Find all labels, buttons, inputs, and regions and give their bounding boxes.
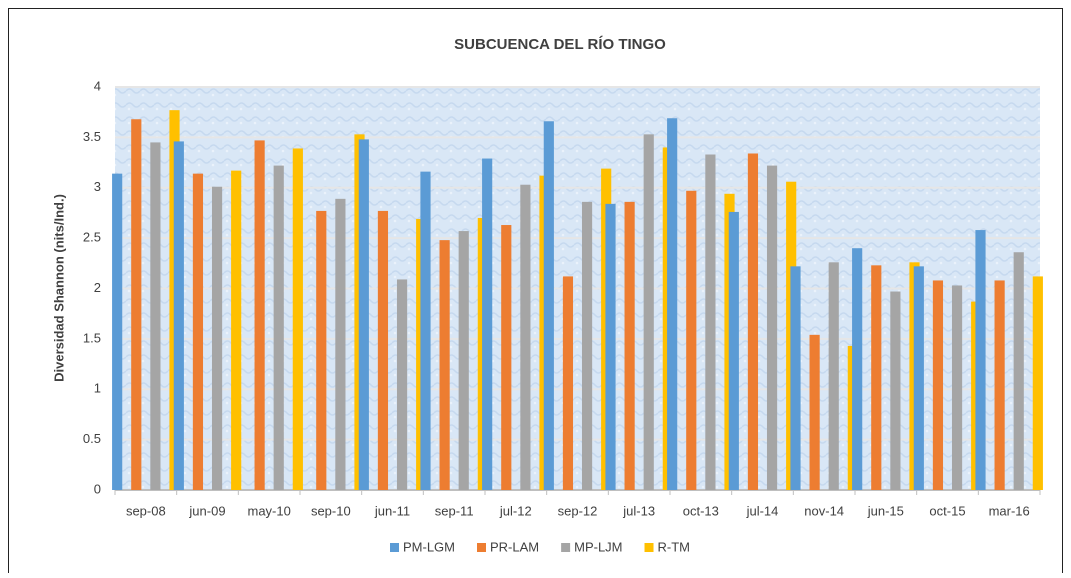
bar [643, 134, 654, 491]
bar [520, 184, 531, 491]
bar [994, 280, 1005, 490]
y-tick-label: 3 [94, 179, 101, 194]
y-tick-label: 3.5 [83, 129, 101, 144]
bar [420, 171, 431, 490]
x-tick-label: jun-11 [374, 503, 410, 518]
bar [975, 230, 986, 490]
x-tick-label: mar-16 [989, 503, 1030, 518]
x-tick-label: jul-13 [622, 503, 655, 518]
bar [728, 211, 739, 490]
bar [828, 262, 839, 490]
bar [273, 165, 284, 490]
bar [951, 285, 963, 490]
bar [913, 266, 924, 490]
legend-label: R-TM [658, 539, 691, 554]
bar [809, 334, 820, 490]
bar [396, 279, 408, 490]
bar [173, 141, 184, 490]
bar [501, 225, 512, 490]
bar [150, 142, 161, 490]
bar [852, 248, 863, 490]
bar [871, 265, 882, 490]
legend-swatch [477, 543, 486, 552]
y-tick-label: 1 [94, 381, 101, 396]
x-tick-label: sep-11 [435, 503, 474, 518]
legend-label: MP-LJM [574, 539, 622, 554]
x-tick-label: sep-10 [311, 503, 351, 518]
bar [231, 170, 242, 490]
y-tick-label: 2 [94, 280, 101, 295]
legend-label: PM-LGM [403, 539, 455, 554]
bar [439, 240, 450, 490]
bar [131, 119, 142, 491]
x-tick-label: nov-14 [804, 503, 844, 518]
bar [932, 280, 944, 490]
bar [335, 198, 346, 490]
bar [358, 139, 369, 490]
bar [790, 266, 801, 490]
y-tick-label: 4 [94, 78, 101, 93]
bar [112, 173, 123, 490]
y-tick-label: 0 [94, 481, 101, 496]
y-tick-label: 1.5 [83, 330, 101, 345]
x-tick-label: jul-12 [499, 503, 532, 518]
x-tick-label: oct-13 [683, 503, 719, 518]
bar [543, 121, 554, 490]
bar [211, 186, 223, 490]
y-axis-label: Diversidad Shannon (nits/Ind.) [51, 194, 66, 382]
bar [766, 165, 778, 490]
x-tick-label: may-10 [247, 503, 290, 518]
bar [562, 276, 574, 490]
bar [377, 210, 389, 491]
x-tick-label: jun-09 [188, 503, 225, 518]
legend-swatch [644, 543, 654, 552]
bar [581, 201, 593, 491]
legend-swatch [390, 543, 399, 552]
y-tick-label: 0.5 [83, 431, 101, 446]
bar [458, 231, 469, 490]
y-tick-label: 2.5 [83, 230, 101, 245]
bar [747, 153, 759, 490]
bar [192, 173, 204, 490]
x-tick-label: sep-08 [126, 503, 166, 518]
bar [667, 118, 678, 491]
x-tick-label: oct-15 [929, 503, 965, 518]
legend-label: PR-LAM [490, 539, 539, 554]
bar [705, 154, 716, 490]
bar [624, 201, 635, 491]
bar [890, 291, 901, 490]
bar [316, 210, 327, 491]
x-tick-label: jul-14 [746, 503, 779, 518]
bar [254, 140, 265, 490]
chart-title: SUBCUENCA DEL RÍO TINGO [454, 36, 666, 53]
bar [292, 148, 303, 490]
legend-swatch [561, 543, 571, 552]
bar [686, 190, 697, 490]
bar [1013, 252, 1024, 490]
x-tick-label: jun-15 [867, 503, 904, 518]
bar [1032, 276, 1043, 490]
bar [605, 203, 616, 490]
bar [482, 158, 493, 490]
x-tick-label: sep-12 [558, 503, 598, 518]
